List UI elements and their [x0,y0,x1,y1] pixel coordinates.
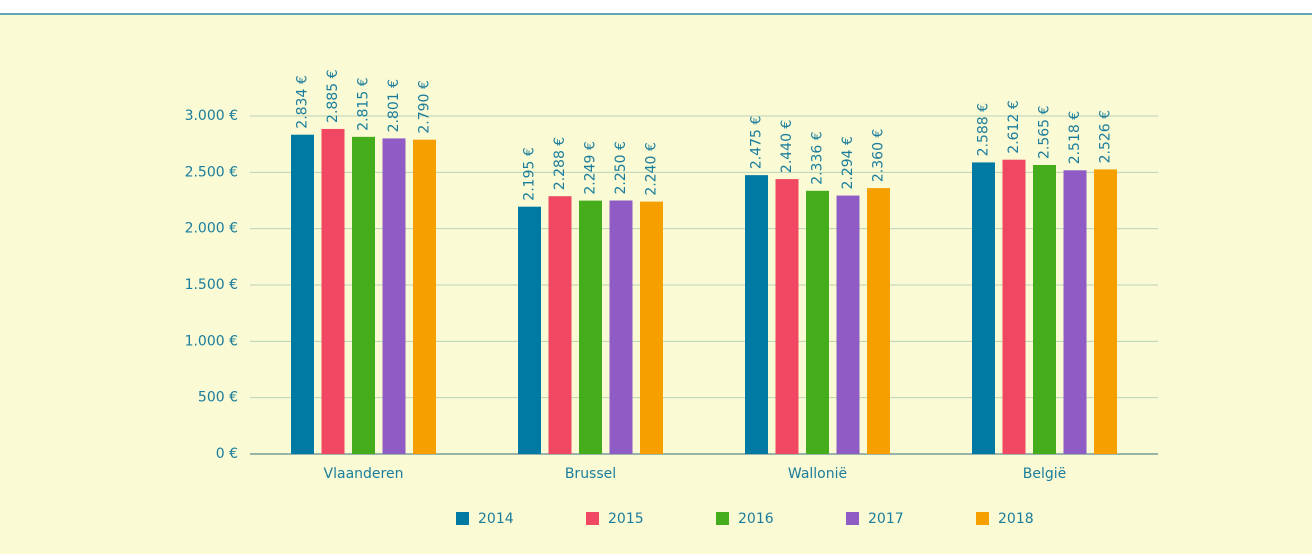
bar [291,134,314,454]
data-label: 2.195 € [522,147,538,200]
legend-label: 2016 [738,511,774,527]
legend-swatch [846,512,859,525]
bar [1094,169,1117,455]
bar [579,200,602,454]
bar [867,188,890,454]
data-label: 2.249 € [583,141,599,194]
legend-label: 2015 [608,511,644,527]
y-tick-label: 500 € [198,390,238,406]
data-label: 2.240 € [644,142,660,195]
bar [321,128,345,454]
data-label: 2.801 € [386,79,402,132]
bar [836,195,860,454]
bar [775,179,799,455]
legend-swatch [456,512,469,525]
data-label: 2.440 € [779,120,795,173]
legend-label: 2017 [868,511,904,527]
x-tick-label: Brussel [565,466,616,482]
legend-swatch [586,512,599,525]
data-label: 2.612 € [1006,100,1022,153]
bar [413,139,436,454]
data-label: 2.790 € [417,80,433,133]
data-label: 2.815 € [356,77,372,130]
bar [972,162,995,454]
bar [1002,159,1026,454]
data-label: 2.565 € [1037,106,1053,159]
bar [548,196,572,454]
bar [382,138,406,455]
data-label: 2.336 € [810,131,826,184]
legend-swatch [976,512,989,525]
bar [518,206,541,454]
bar [745,175,768,454]
bar [1033,165,1056,454]
y-tick-label: 1.500 € [185,277,238,293]
x-tick-label: Vlaanderen [324,466,404,482]
bar [352,136,375,455]
y-tick-label: 3.000 € [185,108,238,124]
bar [806,190,829,454]
legend-swatch [716,512,729,525]
x-tick-label: Wallonië [788,466,847,482]
data-label: 2.294 € [840,136,856,189]
data-label: 2.475 € [749,116,765,169]
data-label: 2.885 € [325,70,341,123]
data-label: 2.360 € [871,129,887,182]
bar [609,200,633,454]
legend-label: 2014 [478,511,514,527]
y-tick-label: 2.500 € [185,164,238,180]
data-label: 2.288 € [552,137,568,190]
data-label: 2.526 € [1098,110,1114,163]
y-tick-label: 1.000 € [185,333,238,349]
x-tick-label: België [1023,466,1067,482]
bar [1063,170,1087,454]
bar [640,201,663,454]
data-label: 2.588 € [976,103,992,156]
y-tick-label: 0 € [216,446,238,462]
y-tick-label: 2.000 € [185,221,238,237]
data-label: 2.518 € [1067,111,1083,164]
legend-label: 2018 [998,511,1034,527]
data-label: 2.250 € [613,141,629,194]
data-label: 2.834 € [295,75,311,128]
